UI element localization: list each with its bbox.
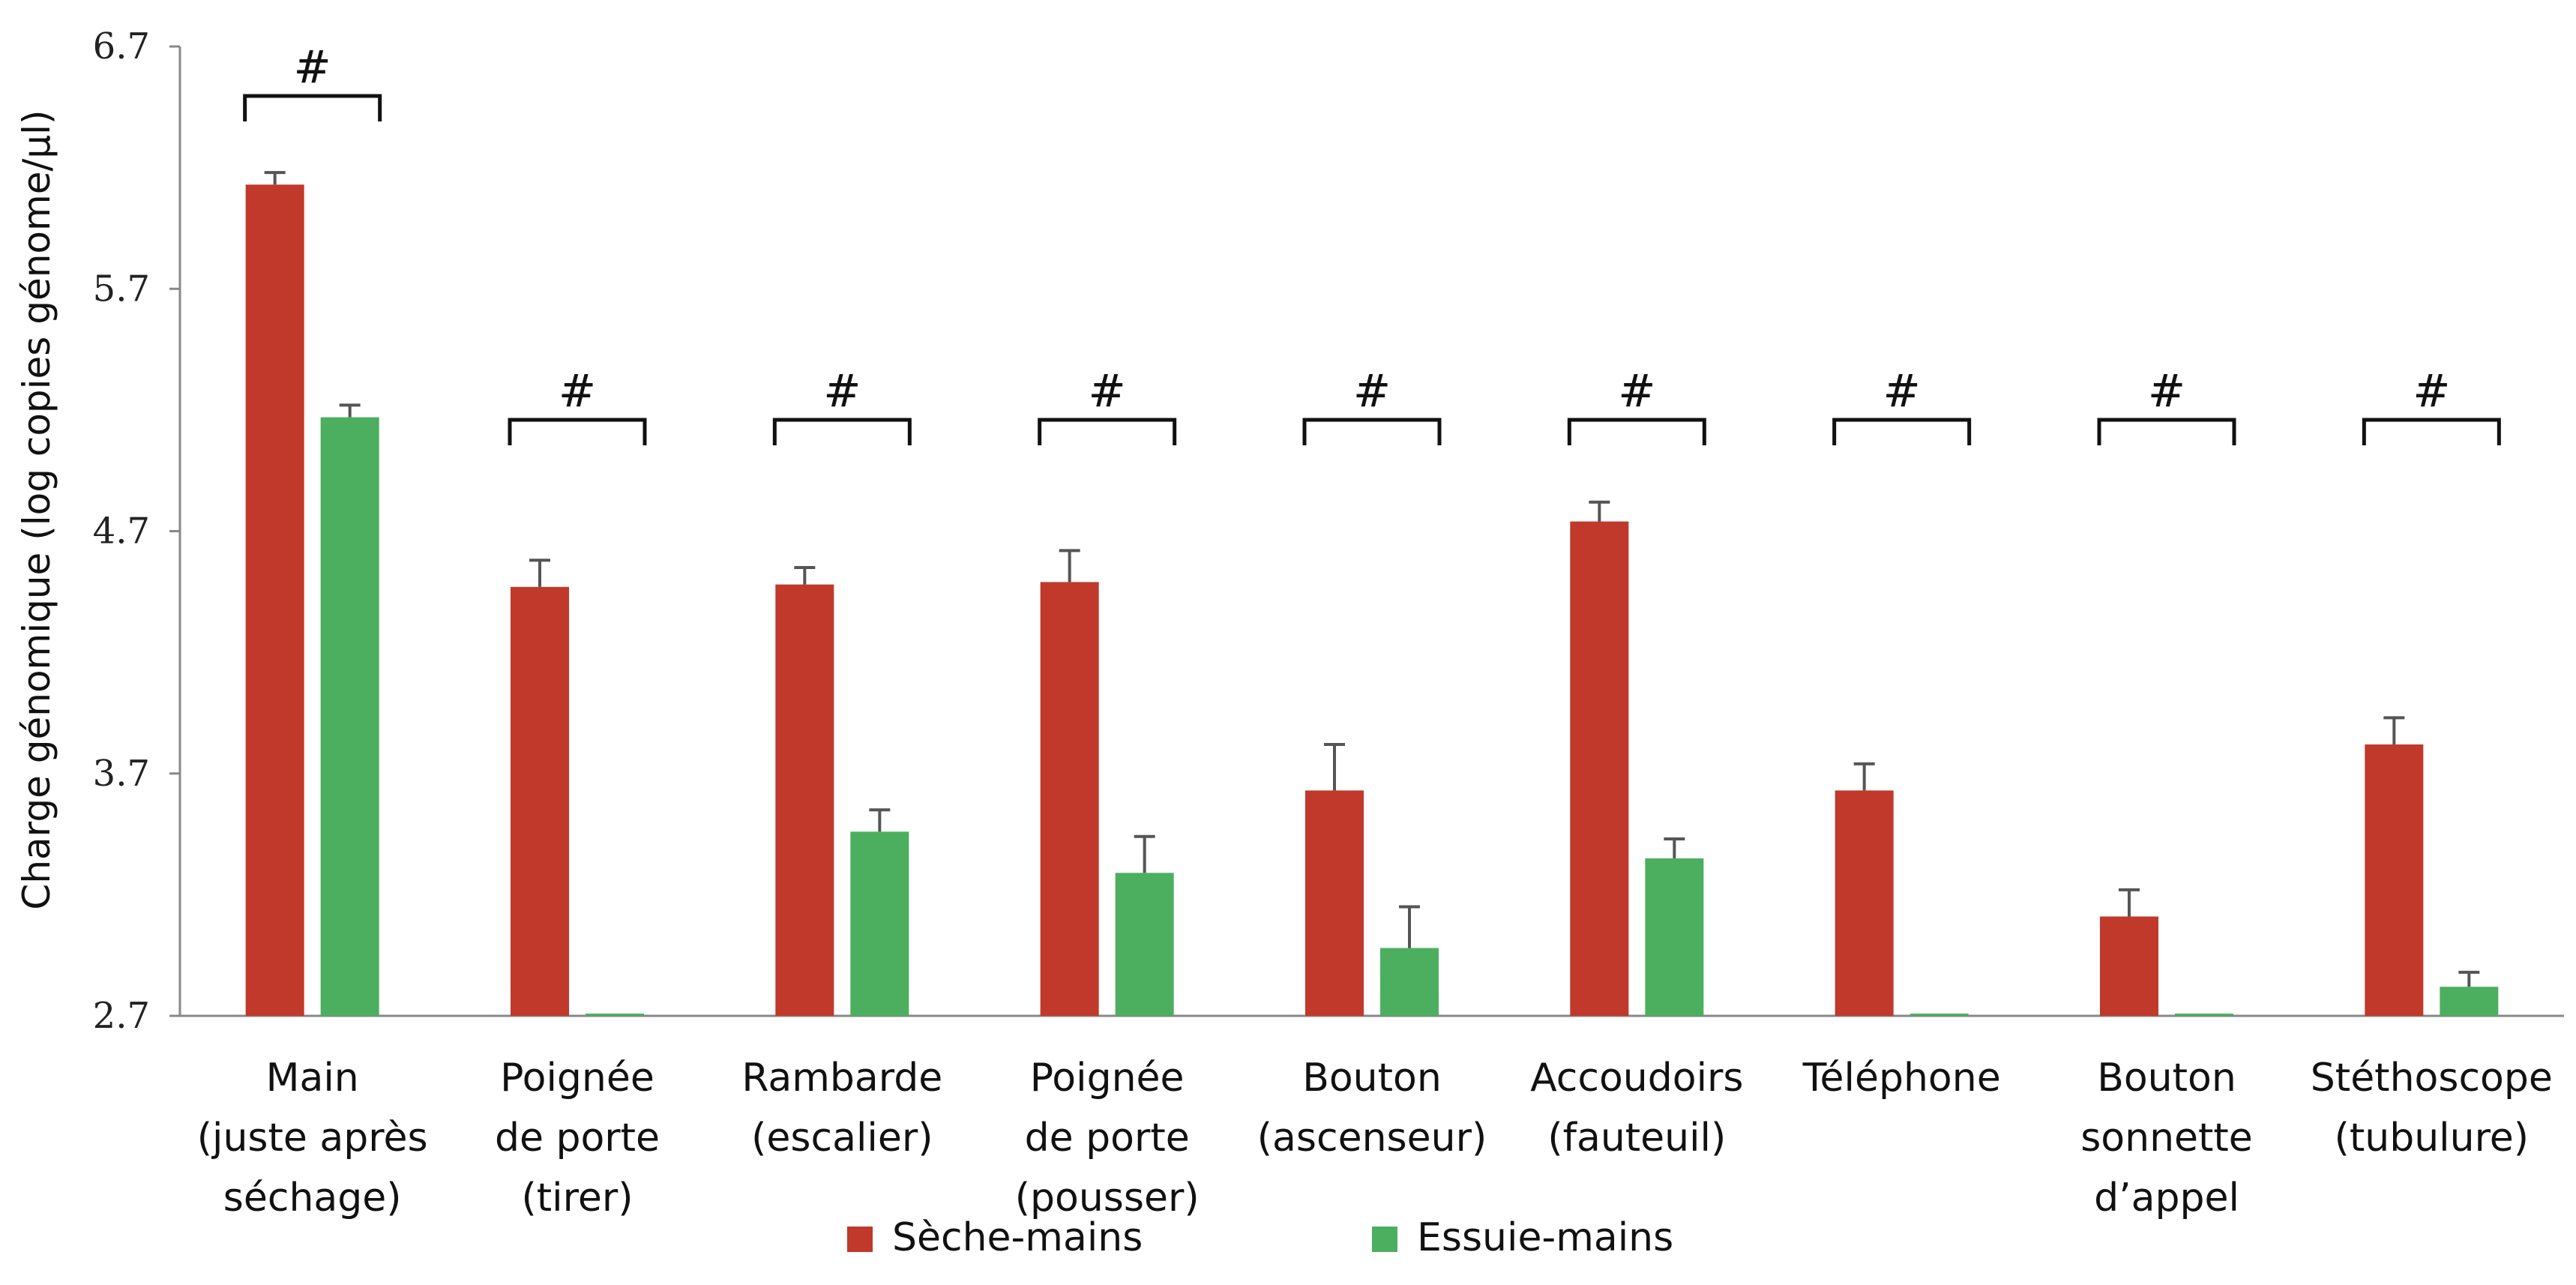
category-label: Rambarde	[741, 1056, 942, 1101]
bar-seche-mains	[245, 184, 304, 1017]
significance-bracket	[2097, 418, 2236, 445]
category-label: Bouton	[1302, 1056, 1442, 1101]
bar-essuie-mains	[850, 831, 909, 1016]
legend-label-essuie-mains: Essuie-mains	[1417, 1215, 1673, 1260]
significance-bracket	[2362, 418, 2501, 445]
significance-bracket	[508, 418, 647, 445]
bar-seche-mains	[1040, 582, 1099, 1016]
bar-seche-mains	[2100, 916, 2158, 1016]
category-label: sonnette	[2080, 1116, 2253, 1161]
category-label: séchage)	[223, 1176, 402, 1221]
bar-seche-mains	[511, 586, 569, 1016]
bar-essuie-mains	[320, 417, 379, 1016]
bar-essuie-mains	[2175, 1014, 2233, 1016]
category-label: Accoudoirs	[1530, 1056, 1743, 1101]
bar-essuie-mains	[1115, 873, 1174, 1016]
legend-swatch-essuie-mains	[1372, 1227, 1397, 1252]
y-tick-label: 6.7	[93, 25, 150, 67]
significance-mark: #	[1618, 365, 1655, 418]
y-axis-label: Charge génomique (log copies génome/µl)	[15, 109, 58, 909]
significance-markers: # # # # # # # # #	[243, 41, 2501, 445]
category-labels: Main (juste après séchage) Poignée de porte (…	[197, 1056, 2553, 1221]
bar-essuie-mains	[1645, 858, 1704, 1016]
category-label: (tirer)	[521, 1176, 633, 1221]
category-label: (pousser)	[1015, 1176, 1200, 1221]
y-tick-label: 3.7	[93, 753, 150, 795]
category-label: de porte	[495, 1116, 660, 1161]
category-label: (juste après	[197, 1116, 428, 1161]
bar-seche-mains	[775, 584, 834, 1016]
significance-bracket	[243, 94, 382, 121]
significance-mark: #	[1883, 365, 1921, 418]
category-label: de porte	[1025, 1116, 1190, 1161]
legend-swatch-seche-mains	[847, 1227, 873, 1252]
significance-mark: #	[2148, 365, 2185, 418]
y-tick-label: 2.7	[93, 995, 150, 1037]
category-label: (fauteuil)	[1547, 1116, 1726, 1161]
category-label: (escalier)	[751, 1116, 933, 1161]
bar-essuie-mains	[1910, 1014, 1969, 1016]
y-axis: 6.7 5.7 4.7 3.7 2.7	[93, 25, 181, 1037]
category-label: Stéthoscope	[2311, 1056, 2553, 1101]
category-label: Téléphone	[1802, 1056, 2001, 1101]
significance-mark: #	[2413, 365, 2450, 418]
significance-mark: #	[1353, 365, 1391, 418]
category-label: Bouton	[2097, 1056, 2236, 1101]
bar-essuie-mains	[586, 1014, 644, 1016]
category-label: (tubulure)	[2335, 1116, 2530, 1161]
y-tick-label: 4.7	[93, 511, 150, 553]
significance-mark: #	[1089, 365, 1126, 418]
significance-bracket	[1302, 418, 1442, 445]
significance-bracket	[1832, 418, 1972, 445]
bar-seche-mains	[1570, 521, 1629, 1016]
legend-label-seche-mains: Sèche-mains	[892, 1215, 1143, 1260]
category-label: Main	[266, 1056, 359, 1101]
significance-bracket	[1038, 418, 1177, 445]
bar-essuie-mains	[2440, 987, 2499, 1016]
significance-bracket	[772, 418, 912, 445]
category-label: Poignée	[500, 1056, 654, 1101]
bars	[245, 171, 2499, 1017]
bar-essuie-mains	[1380, 948, 1439, 1016]
significance-mark: #	[823, 365, 861, 418]
significance-mark: #	[559, 365, 596, 418]
bar-seche-mains	[1305, 790, 1364, 1016]
category-label: Poignée	[1030, 1056, 1185, 1101]
significance-bracket	[1567, 418, 1706, 445]
category-label: d’appel	[2094, 1176, 2239, 1221]
bar-seche-mains	[1835, 790, 1894, 1016]
y-tick-label: 5.7	[93, 268, 150, 310]
category-label: (ascenseur)	[1257, 1116, 1487, 1161]
bar-seche-mains	[2365, 744, 2424, 1016]
significance-mark: #	[294, 41, 331, 94]
legend: Sèche-mains Essuie-mains	[847, 1215, 1673, 1260]
